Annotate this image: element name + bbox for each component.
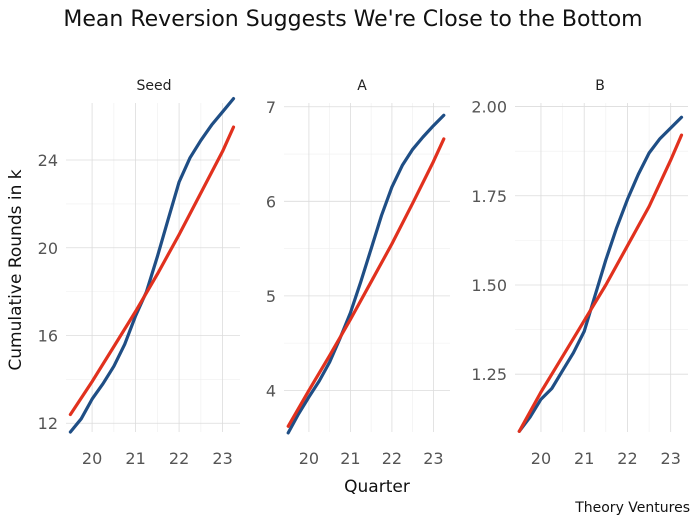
series-line-blue: [68, 97, 236, 434]
series-line-blue: [286, 113, 446, 435]
y-tick-label: 24: [38, 151, 58, 170]
x-tick-label: 20: [299, 449, 319, 468]
facet-panels: Seed 20 21 22 23 12 16 20 24 A 20 21 22 23 4 5 6 7 B 20 21 22…: [38, 78, 688, 468]
x-tick-label: 23: [423, 449, 443, 468]
y-tick-label: 5: [266, 287, 276, 306]
x-tick-label: 20: [82, 449, 102, 468]
y-tick-label: 1.25: [471, 365, 507, 384]
x-tick-label: 22: [382, 449, 402, 468]
y-tick-label: 1.75: [471, 187, 507, 206]
panel-label: Seed: [137, 78, 172, 94]
x-tick-label: 21: [125, 449, 145, 468]
series-line-red: [286, 137, 446, 428]
panel-seed: Seed 20 21 22 23 12 16 20 24: [38, 78, 240, 468]
x-axis-label: Quarter: [344, 477, 410, 497]
y-tick-label: 7: [266, 98, 276, 117]
y-tick-label: 20: [38, 239, 58, 258]
chart-caption: Theory Ventures: [574, 500, 690, 516]
series-line-red: [68, 125, 236, 417]
panel-a: A 20 21 22 23 4 5 6 7: [266, 78, 450, 468]
y-tick-label: 16: [38, 326, 58, 345]
panel-label: B: [595, 78, 605, 94]
series-line-blue: [517, 115, 684, 433]
x-tick-label: 22: [169, 449, 189, 468]
x-tick-label: 21: [574, 449, 594, 468]
y-tick-label: 2.00: [471, 98, 507, 117]
x-tick-label: 20: [531, 449, 551, 468]
chart-title: Mean Reversion Suggests We're Close to t…: [63, 7, 642, 32]
y-tick-label: 12: [38, 414, 58, 433]
panel-b: B 20 21 22 23 1.25 1.50 1.75 2.00: [471, 78, 688, 468]
x-tick-label: 22: [617, 449, 637, 468]
y-tick-label: 4: [266, 381, 276, 400]
series-line-red: [517, 133, 684, 433]
x-tick-label: 21: [340, 449, 360, 468]
x-tick-label: 23: [661, 449, 681, 468]
panel-label: A: [357, 78, 367, 94]
x-tick-label: 23: [212, 449, 232, 468]
y-tick-label: 6: [266, 192, 276, 211]
y-tick-label: 1.50: [471, 276, 507, 295]
y-axis-label: Cumulative Rounds in k: [6, 169, 26, 370]
